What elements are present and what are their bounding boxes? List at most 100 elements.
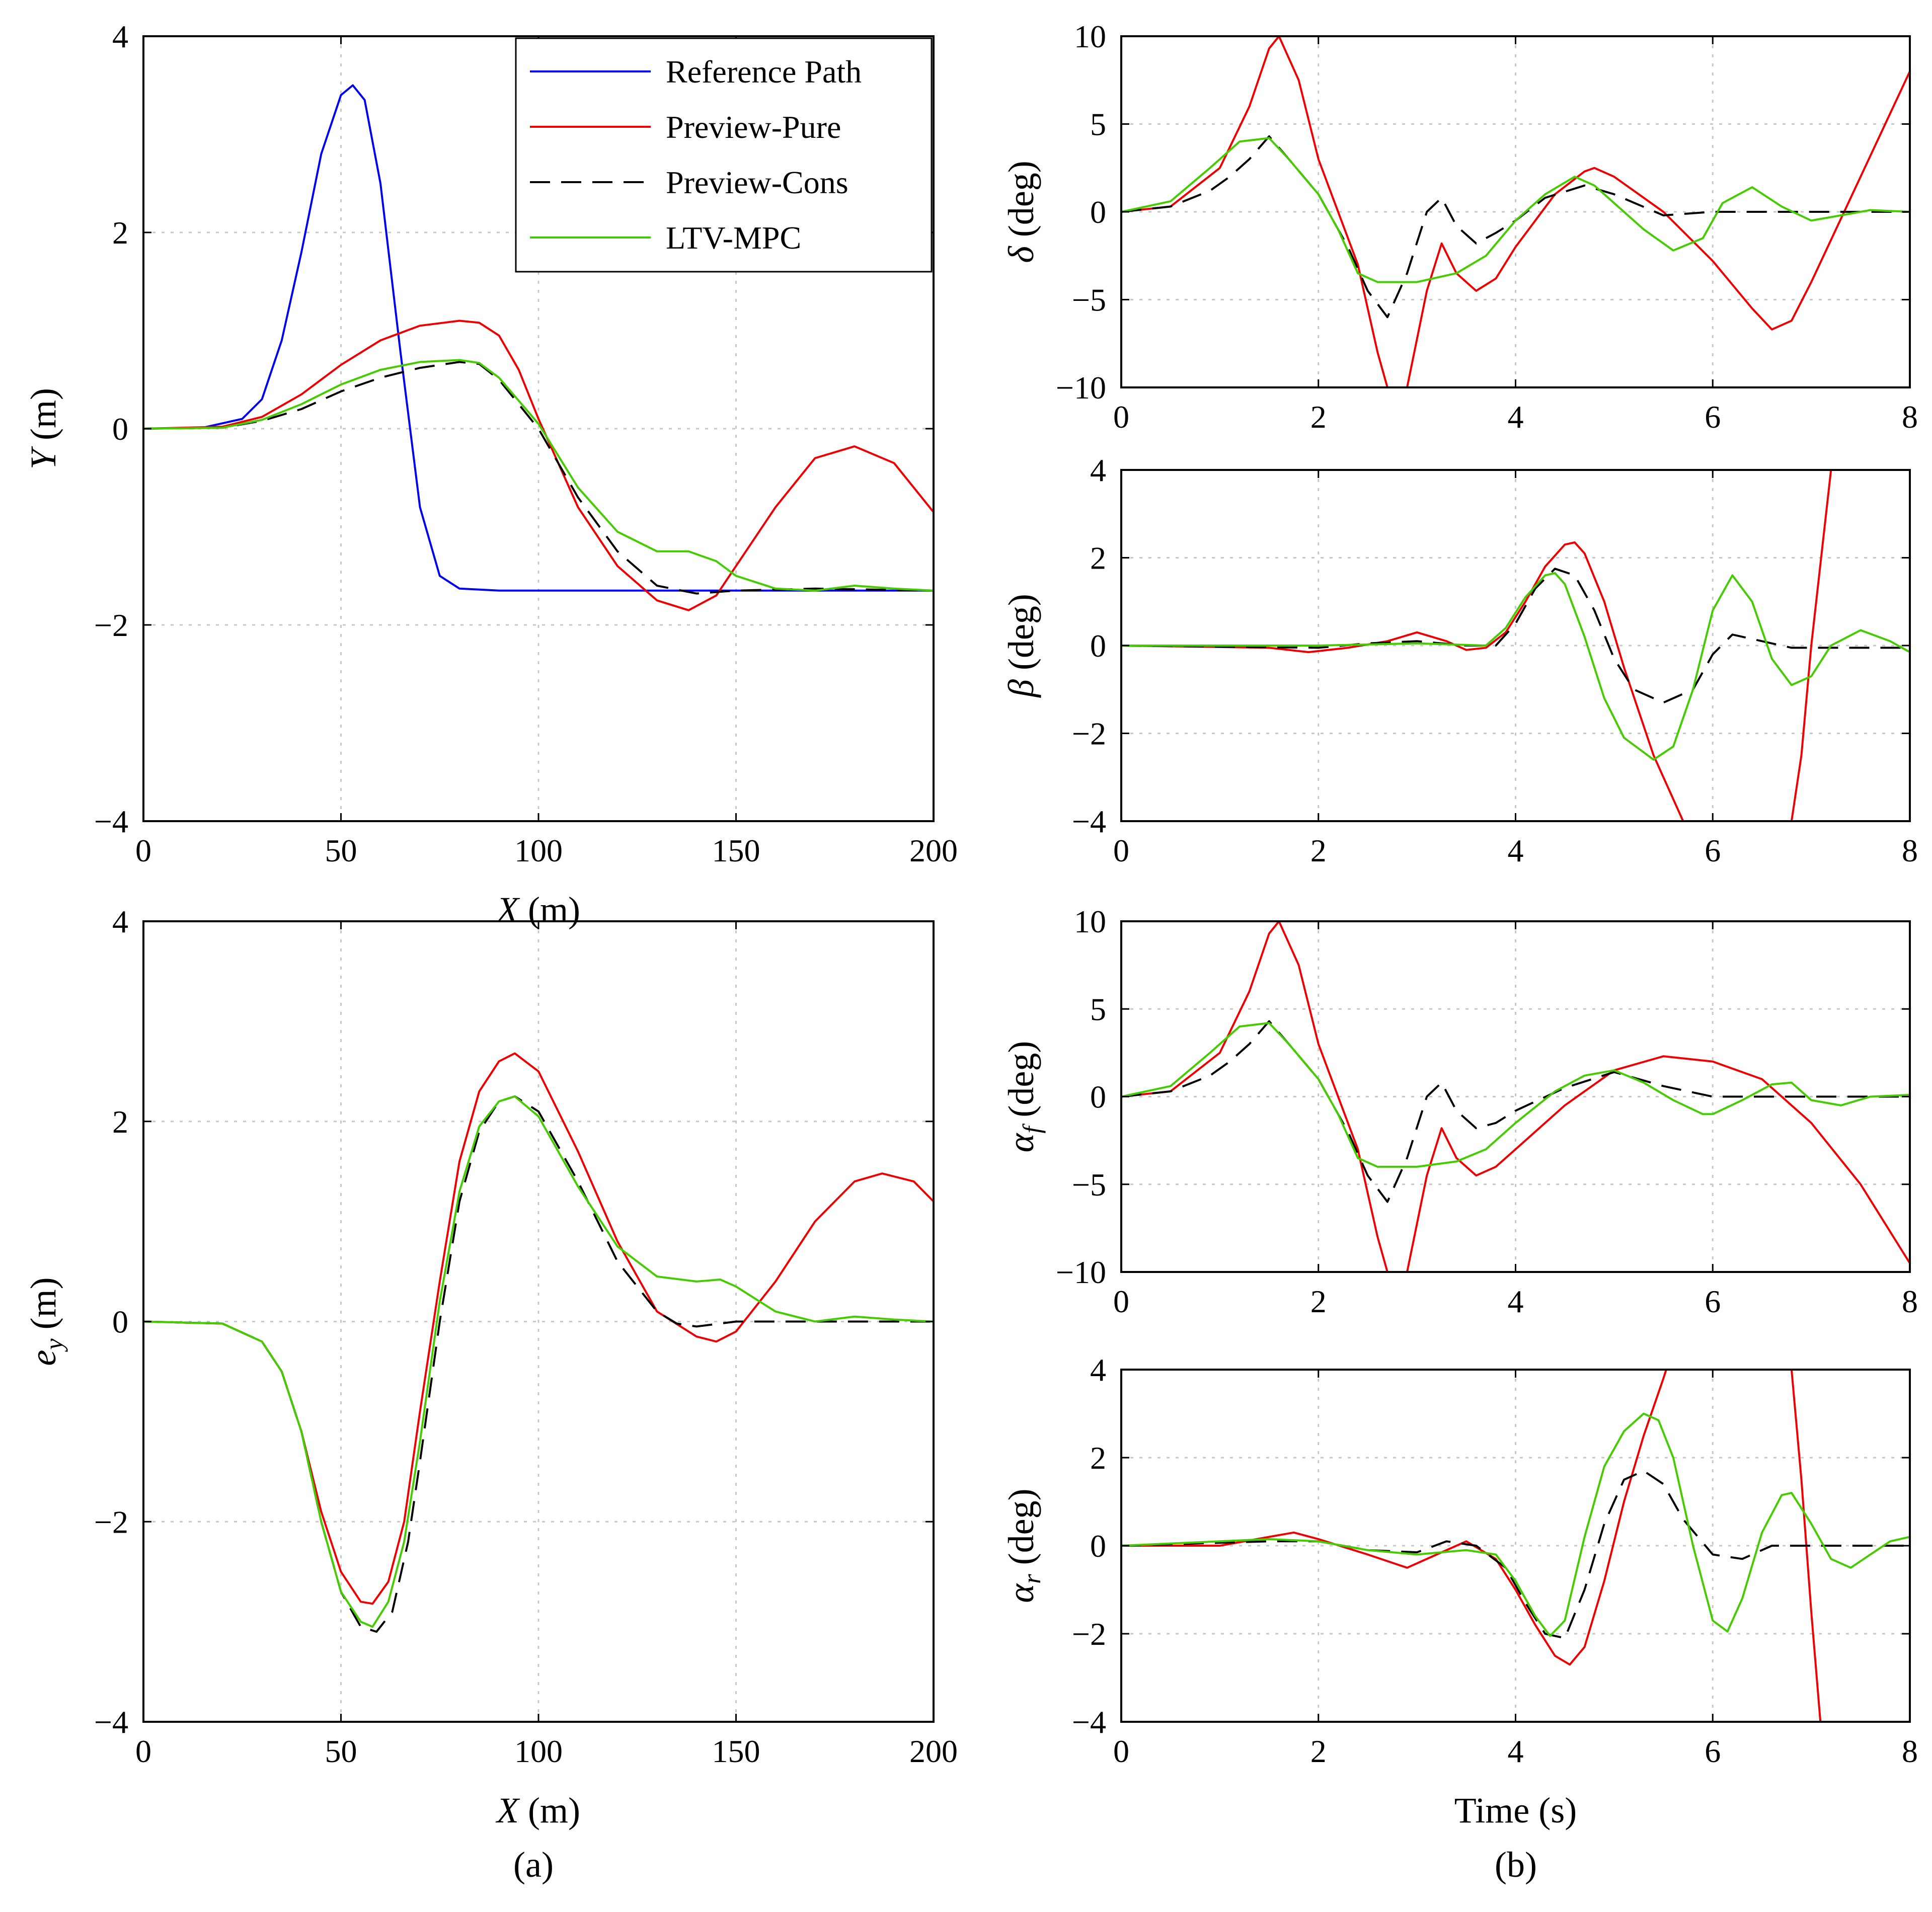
legend-box	[515, 37, 933, 273]
y-tick-label: 2	[112, 1104, 128, 1140]
x-tick-label: 2	[1310, 1733, 1327, 1769]
y-axis-label-unit: (deg)	[1001, 594, 1041, 670]
caption-a: (a)	[513, 1845, 554, 1885]
legend-label-ltv-mpc: LTV-MPC	[666, 220, 801, 256]
series-line-preview-cons	[1121, 568, 1910, 704]
y-tick-label: 10	[1074, 19, 1106, 54]
y-axis-label-symbol: δ	[1001, 246, 1041, 263]
y-axis-label: ey (m)	[23, 1277, 68, 1366]
x-tick-label: 6	[1705, 1284, 1721, 1319]
y-axis-label-unit: (m)	[23, 388, 63, 440]
x-tick-label: 6	[1705, 1733, 1721, 1769]
x-tick-label: 0	[1113, 1284, 1129, 1319]
y-tick-label: 10	[1074, 904, 1106, 939]
y-axis-label-subscript: y	[40, 1338, 68, 1352]
y-axis-label: Y (m)	[23, 388, 63, 469]
y-tick-label: 0	[1090, 194, 1106, 230]
series-group	[143, 1052, 934, 1633]
y-tick-label: −2	[94, 607, 128, 643]
series-group	[1121, 470, 1910, 821]
grid	[1121, 36, 1910, 387]
x-tick-label: 0	[135, 1733, 151, 1769]
y-tick-label: 0	[1090, 628, 1106, 664]
y-tick-label: −4	[94, 804, 128, 839]
y-tick-label: 5	[1090, 991, 1106, 1027]
x-axis-label: X (m)	[495, 1790, 580, 1830]
legend: Reference Path Preview-Pure Preview-Cons LT…	[515, 37, 933, 273]
series-group	[1121, 36, 1910, 387]
panel-delta-vs-t: 0 2 4 6 8 −10 −5 0 5 10 δ (deg)	[1001, 19, 1918, 435]
grid	[143, 36, 934, 821]
x-tick-label: 150	[712, 1733, 760, 1769]
x-tick-label: 8	[1902, 1284, 1918, 1319]
x-tick-label: 0	[1113, 833, 1129, 868]
series-line-preview-cons	[1121, 1470, 1910, 1639]
y-axis-label-unit: (deg)	[1001, 1488, 1041, 1565]
series-line-ltv-mpc	[1121, 572, 1910, 761]
x-tick-label: 4	[1508, 1733, 1524, 1769]
y-tick-label: 2	[1090, 540, 1106, 576]
series-group	[143, 84, 934, 611]
y-tick-label: 4	[1090, 1352, 1106, 1388]
x-tick-label: 200	[909, 1733, 958, 1769]
y-axis-label: αr (deg)	[1001, 1488, 1046, 1603]
x-axis-label-unit: (s)	[1538, 1790, 1577, 1830]
series-line-ltv-mpc	[1121, 137, 1910, 283]
x-tick-label: 4	[1508, 833, 1524, 868]
panel-alphar-vs-t: 0 2 4 6 8 −4 −2 0 2 4 αr (deg) Time (s)	[1001, 1352, 1918, 1830]
x-tick-label: 6	[1705, 833, 1721, 868]
x-axis-label: Time (s)	[1454, 1790, 1577, 1830]
panel-alphaf-vs-t: 0 2 4 6 8 −10 −5 0 5 10 αf (deg)	[1001, 904, 1918, 1319]
y-axis-label: αf (deg)	[1001, 1041, 1046, 1153]
legend-label-preview-pure: Preview-Pure	[666, 109, 841, 145]
y-tick-label: −5	[1072, 1167, 1106, 1203]
x-tick-label: 8	[1902, 399, 1918, 435]
y-tick-label: −2	[1072, 716, 1106, 752]
y-tick-label: −4	[1072, 804, 1106, 839]
y-tick-label: 0	[112, 411, 128, 447]
grid	[1121, 470, 1910, 821]
y-tick-label: 4	[112, 19, 128, 54]
x-axis-label-unit: (m)	[528, 890, 580, 930]
y-tick-label: 4	[1090, 452, 1106, 488]
y-tick-label: −2	[94, 1504, 128, 1540]
y-axis-label-subscript: r	[1018, 1574, 1046, 1584]
x-tick-label: 8	[1902, 1733, 1918, 1769]
x-axis-label-unit: (m)	[528, 1790, 580, 1830]
y-axis-label-symbol: Y	[23, 446, 63, 469]
series-line-preview-cons	[1121, 135, 1910, 318]
y-axis-label-unit: (deg)	[1001, 1041, 1041, 1118]
y-tick-label: −2	[1072, 1616, 1106, 1652]
y-tick-label: 4	[112, 904, 128, 939]
y-tick-label: 2	[1090, 1440, 1106, 1476]
legend-label-preview-cons: Preview-Cons	[666, 165, 848, 200]
x-tick-label: 8	[1902, 833, 1918, 868]
series-line-ltv-mpc	[1121, 1412, 1910, 1637]
x-tick-label: 2	[1310, 1284, 1327, 1319]
y-axis-label-symbol: α	[1001, 1583, 1041, 1603]
series-line-ltv-mpc	[1121, 1022, 1910, 1168]
series-line-preview-pure	[143, 320, 934, 611]
grid	[1121, 921, 1910, 1272]
y-tick-label: 0	[1090, 1079, 1106, 1115]
series-line-reference-path	[143, 84, 934, 592]
x-tick-label: 150	[712, 833, 760, 868]
x-tick-label: 4	[1508, 1284, 1524, 1319]
y-tick-label: 2	[112, 215, 128, 251]
series-group	[1121, 921, 1910, 1272]
x-axis-label-name: Time	[1454, 1790, 1529, 1830]
x-tick-label: 2	[1310, 833, 1327, 868]
x-tick-label: 100	[514, 833, 563, 868]
y-tick-label: −10	[1056, 370, 1106, 406]
series-group	[1121, 1370, 1910, 1722]
y-axis-label-unit: (m)	[23, 1277, 63, 1329]
legend-label-reference-path: Reference Path	[666, 54, 862, 90]
y-tick-label: −4	[94, 1704, 128, 1740]
y-tick-label: −4	[1072, 1704, 1106, 1740]
x-tick-label: 50	[325, 833, 357, 868]
y-tick-label: −5	[1072, 282, 1106, 318]
y-axis-label-symbol: e	[23, 1350, 63, 1366]
